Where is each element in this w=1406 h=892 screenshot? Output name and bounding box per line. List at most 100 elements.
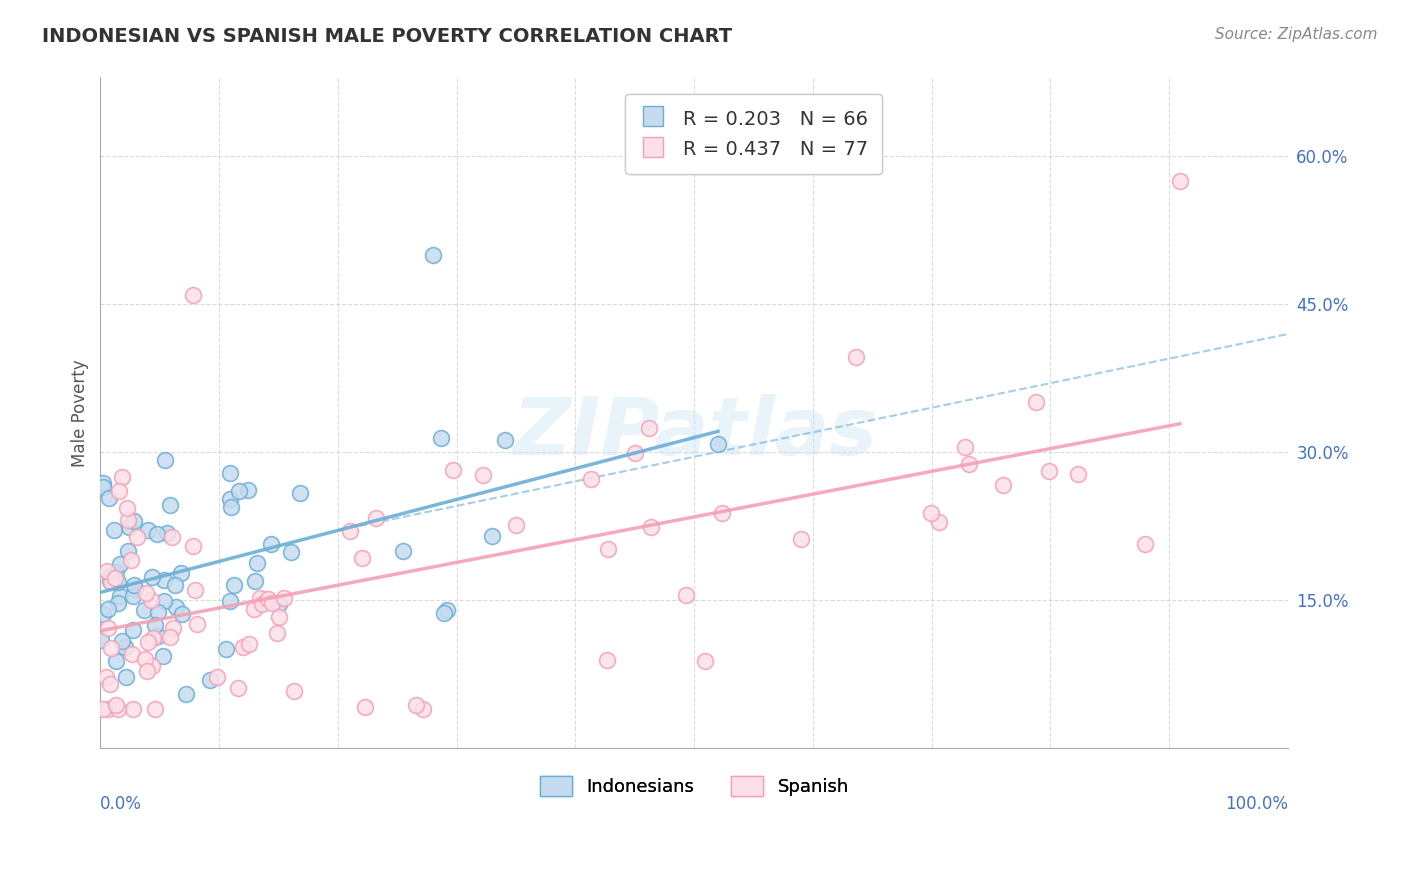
Text: ZIPatlas: ZIPatlas <box>512 394 877 472</box>
Point <box>134 652 156 666</box>
Point <box>100 641 122 656</box>
Point <box>226 681 249 695</box>
Point <box>103 523 125 537</box>
Point <box>392 543 415 558</box>
Point <box>232 640 254 655</box>
Point <box>433 607 456 621</box>
Point <box>219 491 242 506</box>
Point <box>218 466 240 480</box>
Point <box>246 556 269 570</box>
Point <box>146 606 169 620</box>
Point <box>256 592 278 607</box>
Point <box>693 654 716 668</box>
Point <box>114 640 136 654</box>
Point <box>920 507 942 521</box>
Point <box>115 500 138 515</box>
Point <box>505 517 527 532</box>
Point <box>790 532 813 546</box>
Point <box>105 698 128 712</box>
Point <box>132 603 155 617</box>
Point <box>107 702 129 716</box>
Point <box>165 599 187 614</box>
Point <box>97 601 120 615</box>
Point <box>104 566 127 580</box>
Point <box>97 621 120 635</box>
Point <box>215 642 238 657</box>
Point <box>111 633 134 648</box>
Legend: R = 0.203   N = 66, R = 0.437   N = 77: R = 0.203 N = 66, R = 0.437 N = 77 <box>626 94 882 174</box>
Point <box>104 570 127 584</box>
Point <box>108 483 131 498</box>
Point <box>266 626 288 640</box>
Point <box>186 616 208 631</box>
Point <box>91 702 114 716</box>
Point <box>124 582 146 596</box>
Point <box>1025 395 1047 409</box>
Point <box>579 472 602 486</box>
Point <box>122 578 145 592</box>
Point <box>1067 467 1090 481</box>
Point <box>953 440 976 454</box>
Point <box>118 520 141 534</box>
Point <box>156 525 179 540</box>
Point <box>429 431 451 445</box>
Text: Source: ZipAtlas.com: Source: ZipAtlas.com <box>1215 27 1378 42</box>
Point <box>273 591 295 605</box>
Point <box>107 574 129 589</box>
Point <box>122 702 145 716</box>
Point <box>127 530 149 544</box>
Point <box>364 511 387 525</box>
Point <box>115 669 138 683</box>
Point <box>94 670 117 684</box>
Point <box>184 582 207 597</box>
Point <box>249 591 271 606</box>
Point <box>117 544 139 558</box>
Y-axis label: Male Poverty: Male Poverty <box>72 359 89 467</box>
Point <box>108 557 131 571</box>
Point <box>200 673 222 687</box>
Point <box>238 637 260 651</box>
Point <box>146 527 169 541</box>
Point <box>957 457 980 471</box>
Point <box>181 539 204 553</box>
Point <box>120 553 142 567</box>
Point <box>638 421 661 435</box>
Point <box>136 664 159 678</box>
Point <box>91 480 114 494</box>
Point <box>280 545 302 559</box>
Point <box>218 594 240 608</box>
Point <box>250 597 273 611</box>
Point <box>153 594 176 608</box>
Point <box>219 500 242 515</box>
Point <box>472 467 495 482</box>
Point <box>169 566 191 580</box>
Point <box>596 541 619 556</box>
Point <box>121 589 143 603</box>
Point <box>267 609 290 624</box>
Point <box>136 524 159 538</box>
Point <box>97 491 120 506</box>
Point <box>290 486 312 500</box>
Point <box>153 453 176 467</box>
Point <box>91 476 114 491</box>
Point <box>1135 537 1157 551</box>
Point <box>91 607 114 622</box>
Point <box>422 248 444 262</box>
Point <box>441 463 464 477</box>
Text: 100.0%: 100.0% <box>1225 796 1288 814</box>
Point <box>181 287 204 301</box>
Point <box>141 658 163 673</box>
Point <box>412 702 434 716</box>
Point <box>675 588 697 602</box>
Point <box>96 564 118 578</box>
Point <box>100 569 122 583</box>
Point <box>243 574 266 588</box>
Point <box>136 634 159 648</box>
Point <box>352 551 374 566</box>
Point <box>152 573 174 587</box>
Point <box>623 446 645 460</box>
Point <box>596 653 619 667</box>
Point <box>711 506 734 520</box>
Text: INDONESIAN VS SPANISH MALE POVERTY CORRELATION CHART: INDONESIAN VS SPANISH MALE POVERTY CORRE… <box>42 27 733 45</box>
Point <box>152 648 174 663</box>
